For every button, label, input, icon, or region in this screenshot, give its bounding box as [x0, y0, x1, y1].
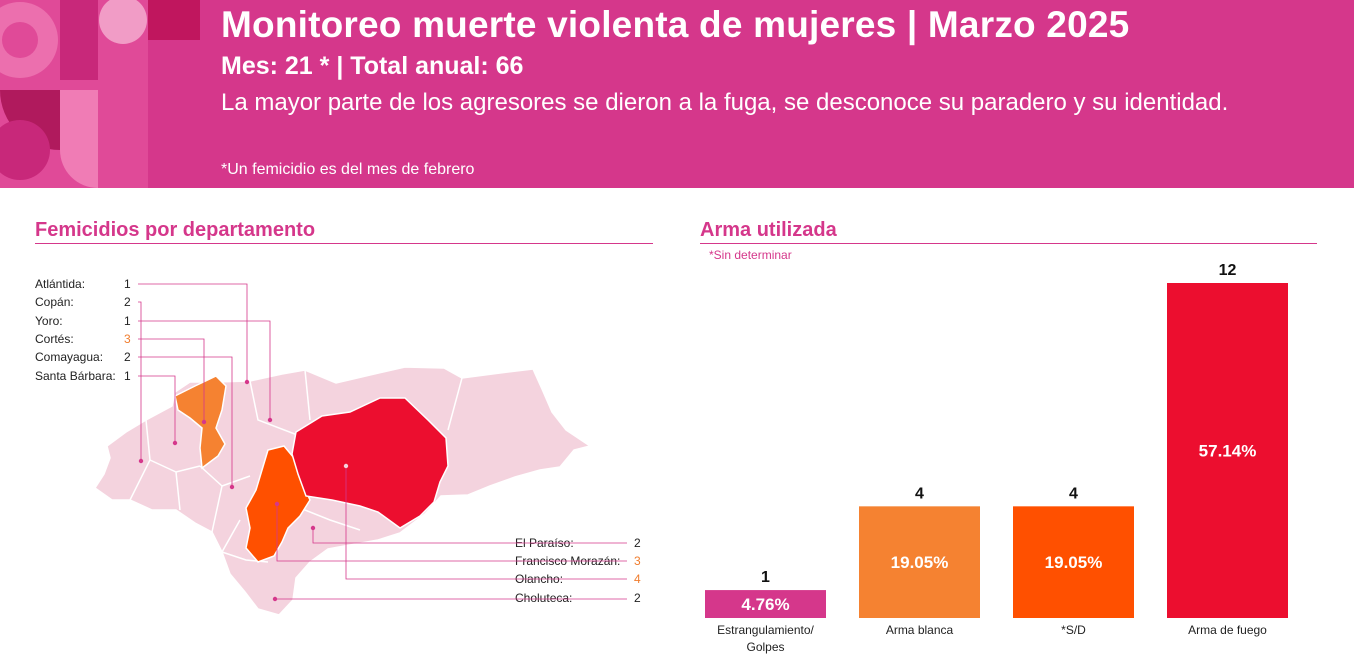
dept-count-el-paraiso: 2 [634, 536, 641, 550]
bar-value-label-0: 1 [761, 569, 770, 586]
summary-description: La mayor parte de los agresores se diero… [221, 89, 1229, 116]
dept-label-comayagua: Comayagua: [35, 350, 104, 364]
footnote: *Un femicidio es del mes de febrero [221, 161, 475, 178]
map-section-title: Femicidios por departamento [35, 219, 316, 241]
bar-category-label-0: Estrangulamiento/Golpes [717, 623, 814, 654]
bar-category-label-1: Arma blanca [886, 623, 954, 637]
bar-category-label-3: Arma de fuego [1188, 623, 1267, 637]
map-point-markers [138, 379, 349, 602]
dept-count-comayagua: 2 [124, 350, 131, 364]
dept-label-cortes: Cortés: [35, 332, 74, 346]
bar-value-label-3: 12 [1219, 262, 1237, 279]
chart-section-divider [700, 243, 1317, 244]
bar-percent-label-2: 19.05% [1045, 553, 1103, 572]
chart-section-title: Arma utilizada [700, 219, 837, 241]
map-section-divider [35, 243, 653, 244]
bar-3 [1167, 283, 1288, 618]
dept-count-copan: 2 [124, 295, 131, 309]
dept-label-copan: Copán: [35, 295, 74, 309]
dept-count-atlantida: 1 [124, 277, 131, 291]
chart-legend-note: *Sin determinar [709, 248, 792, 262]
map-dept-cortes [174, 375, 227, 470]
dept-label-santa-barbara: Santa Bárbara: [35, 369, 116, 383]
map-department-borders [129, 369, 463, 563]
map-dept-olancho [291, 397, 449, 529]
dept-label-choluteca: Choluteca: [515, 591, 573, 605]
bar-percent-label-1: 19.05% [891, 553, 949, 572]
bar-percent-label-3: 57.14% [1199, 442, 1257, 461]
bar-value-label-1: 4 [915, 485, 924, 502]
header-banner: Monitoreo muerte violenta de mujeres | M… [0, 0, 1354, 188]
dept-count-francisco-morazan: 3 [634, 554, 641, 568]
dept-count-yoro: 1 [124, 314, 131, 328]
month-total-summary: Mes: 21 * | Total anual: 66 [221, 52, 524, 80]
dept-count-olancho: 4 [634, 572, 641, 586]
bar-percent-label-0: 4.76% [741, 595, 789, 614]
bar-2 [1013, 506, 1134, 618]
brand-logo-icon [0, 0, 200, 188]
dept-count-santa-barbara: 1 [124, 369, 131, 383]
dept-label-yoro: Yoro: [35, 314, 63, 328]
bar-1 [859, 506, 980, 618]
map-leader-lines [138, 283, 627, 600]
bar-0 [705, 590, 826, 618]
page-title: Monitoreo muerte violenta de mujeres | M… [221, 4, 1130, 45]
bar-category-label-2: *S/D [1061, 623, 1086, 637]
dept-count-cortes: 3 [124, 332, 131, 346]
bar-value-label-2: 4 [1069, 485, 1078, 502]
dept-label-atlantida: Atlántida: [35, 277, 86, 291]
dept-count-choluteca: 2 [634, 591, 641, 605]
